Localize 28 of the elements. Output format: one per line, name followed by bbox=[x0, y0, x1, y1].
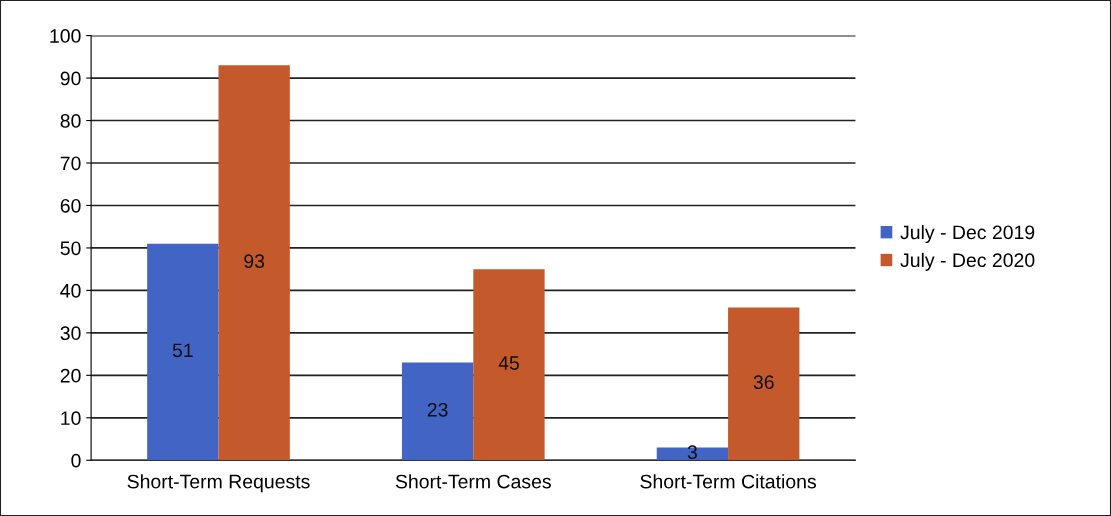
y-tick-label: 20 bbox=[60, 368, 81, 383]
y-tick-label: 100 bbox=[50, 29, 81, 43]
bar bbox=[401, 362, 474, 461]
bar bbox=[473, 269, 545, 461]
y-tick-label: 10 bbox=[61, 411, 81, 426]
data-label: 93 bbox=[244, 254, 265, 269]
legend-label: July - Dec 2019 bbox=[900, 224, 1035, 244]
bar bbox=[147, 243, 219, 461]
y-tick-label: 80 bbox=[60, 114, 81, 128]
x-tick-label: Short-Term Citations bbox=[640, 474, 816, 489]
y-tick-label: 40 bbox=[60, 283, 81, 298]
y-tick-label: 30 bbox=[60, 326, 81, 341]
x-tick-label: Short-Term Cases bbox=[395, 474, 551, 489]
data-label: 36 bbox=[753, 375, 774, 390]
legend-label: July - Dec 2020 bbox=[900, 252, 1035, 271]
y-tick-label: 70 bbox=[60, 156, 81, 171]
data-label: 3 bbox=[687, 445, 697, 460]
data-label: 51 bbox=[172, 343, 193, 358]
y-tick-label: 90 bbox=[60, 71, 81, 86]
data-label: 45 bbox=[498, 356, 519, 370]
bar bbox=[728, 307, 800, 461]
bar bbox=[218, 65, 290, 461]
x-tick-label: Short-Term Requests bbox=[127, 474, 310, 493]
data-label: 23 bbox=[427, 402, 448, 417]
y-tick-label: 50 bbox=[60, 241, 81, 256]
bar bbox=[656, 447, 729, 461]
y-tick-label: 0 bbox=[71, 453, 81, 468]
y-tick-label: 60 bbox=[60, 198, 81, 213]
